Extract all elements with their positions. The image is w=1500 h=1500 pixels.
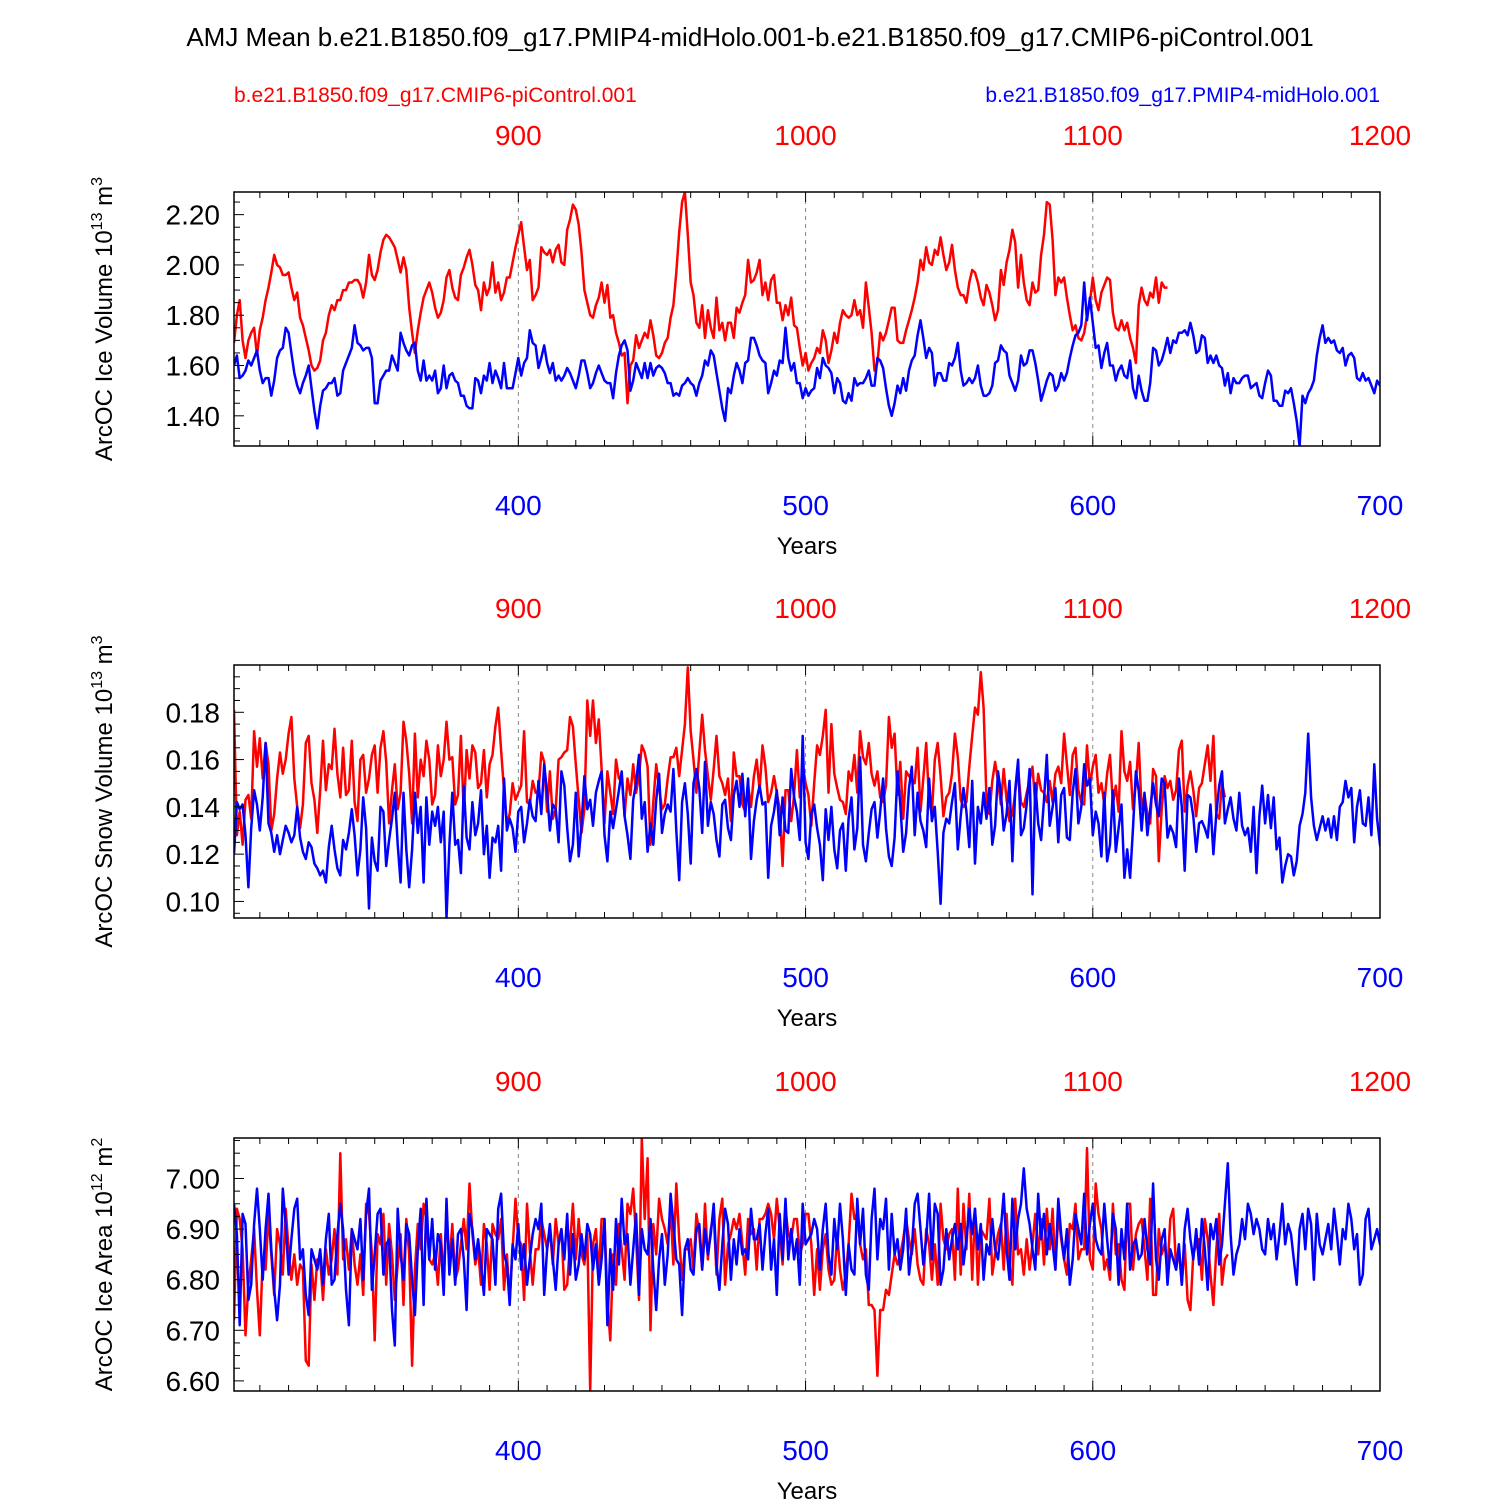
x-tick-label-bottom: 500 <box>782 490 829 521</box>
y-label-text: ArcOC Ice Volume 10 <box>91 230 118 461</box>
y-axis-label: ArcOC Ice Area 1012 m2 <box>89 1138 118 1392</box>
x-tick-label-bottom: 700 <box>1357 962 1404 993</box>
y-label-exponent: 12 <box>89 1173 106 1191</box>
x-tick-label-bottom: 400 <box>495 1435 542 1466</box>
x-tick-label-top: 1200 <box>1349 120 1411 151</box>
x-tick-label-top: 1200 <box>1349 1066 1411 1097</box>
y-tick-label: 0.14 <box>166 792 221 823</box>
y-label-exponent: 13 <box>89 671 106 689</box>
x-tick-label-bottom: 600 <box>1069 490 1116 521</box>
y-axis-label: ArcOC Ice Volume 1013 m3 <box>89 177 118 461</box>
y-tick-label: 6.80 <box>166 1265 221 1296</box>
y-label-exponent: 13 <box>89 212 106 230</box>
x-tick-label-bottom: 500 <box>782 1435 829 1466</box>
y-tick-label: 0.10 <box>166 886 221 917</box>
y-tick-label: 1.60 <box>166 351 221 382</box>
y-label-text: ArcOC Ice Area 10 <box>91 1191 118 1391</box>
y-tick-label: 0.18 <box>166 697 221 728</box>
series-line-blue <box>234 281 1380 446</box>
y-tick-label: 6.90 <box>166 1214 221 1245</box>
series-line-blue <box>234 732 1380 918</box>
y-label-unit-exponent: 3 <box>89 177 106 186</box>
y-tick-label: 2.20 <box>166 200 221 231</box>
y-label-unit: m <box>91 644 118 671</box>
y-tick-label: 6.60 <box>166 1366 221 1397</box>
y-tick-label: 7.00 <box>166 1163 221 1194</box>
y-tick-label: 2.00 <box>166 250 221 281</box>
x-tick-label-top: 900 <box>495 593 542 624</box>
x-axis-label: Years <box>777 1005 838 1032</box>
x-tick-label-bottom: 600 <box>1069 962 1116 993</box>
plot-frame <box>233 664 1381 919</box>
y-axis-label: ArcOC Snow Volume 1013 m3 <box>89 635 118 947</box>
y-tick-label: 0.16 <box>166 745 221 776</box>
x-tick-label-bottom: 400 <box>495 490 542 521</box>
x-tick-label-top: 1200 <box>1349 593 1411 624</box>
x-tick-label-top: 1100 <box>1063 120 1123 151</box>
x-tick-label-top: 1000 <box>774 120 836 151</box>
y-label-unit: m <box>91 186 118 213</box>
y-tick-label: 1.40 <box>166 401 221 432</box>
x-tick-label-top: 1100 <box>1063 593 1123 624</box>
x-tick-label-top: 1000 <box>774 1066 836 1097</box>
series-line-blue <box>234 1162 1380 1347</box>
x-axis-label: Years <box>777 533 838 560</box>
y-label-unit: m <box>91 1147 118 1174</box>
series-line-red <box>234 192 1168 405</box>
plot-frame <box>233 1137 1381 1392</box>
x-tick-label-top: 900 <box>495 120 542 151</box>
legend-red-label: b.e21.B1850.f09_g17.CMIP6-piControl.001 <box>234 84 637 107</box>
x-tick-label-top: 1100 <box>1063 1066 1123 1097</box>
y-label-unit-exponent: 2 <box>89 1138 106 1147</box>
y-tick-label: 0.12 <box>166 839 221 870</box>
y-tick-label: 1.80 <box>166 300 221 331</box>
x-tick-label-bottom: 600 <box>1069 1435 1116 1466</box>
chart-panel-snow-volume: 400 500 600 700 900 1000 1100 1200 Years 0.10 0.12… <box>89 593 1411 1032</box>
x-tick-label-bottom: 400 <box>495 962 542 993</box>
legend-blue-label: b.e21.B1850.f09_g17.PMIP4-midHolo.001 <box>985 84 1380 107</box>
y-tick-label: 6.70 <box>166 1315 221 1346</box>
x-tick-label-top: 1000 <box>774 593 836 624</box>
x-tick-label-bottom: 700 <box>1357 490 1404 521</box>
y-label-text: ArcOC Snow Volume 10 <box>91 689 118 948</box>
x-tick-label-bottom: 700 <box>1357 1435 1404 1466</box>
series-line-red <box>234 666 1227 868</box>
x-tick-label-top: 900 <box>495 1066 542 1097</box>
plot-frame <box>233 191 1381 447</box>
chart-panel-ice-volume: 400 500 600 700 900 1000 1100 1200 Years 1.40 1.60… <box>89 120 1411 560</box>
chart-panel-ice-area: 400 500 600 700 900 1000 1100 1200 Years 6.60 6.70… <box>89 1066 1411 1500</box>
x-tick-label-bottom: 500 <box>782 962 829 993</box>
figure-title: AMJ Mean b.e21.B1850.f09_g17.PMIP4-midHo… <box>186 22 1313 52</box>
x-axis-label: Years <box>777 1478 838 1500</box>
y-label-unit-exponent: 3 <box>89 635 106 644</box>
